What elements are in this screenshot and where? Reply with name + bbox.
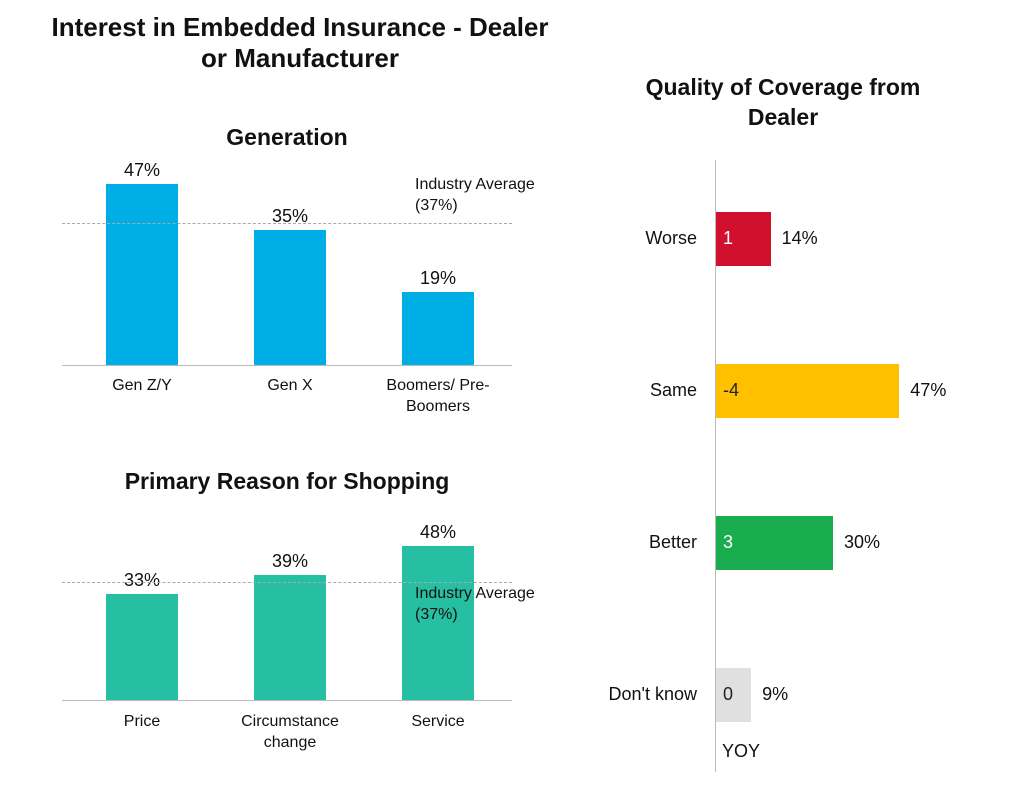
chart-title: Generation	[226, 124, 348, 150]
yoy-label: 1	[723, 228, 734, 248]
yoy-label: 0	[723, 684, 734, 704]
bar	[716, 364, 900, 418]
category-label: Circumstance change	[241, 713, 339, 751]
baseline	[62, 700, 512, 701]
bar	[716, 668, 752, 722]
value-label: 35%	[271, 206, 309, 227]
category-label: Gen Z/Y	[112, 377, 172, 394]
bar	[106, 184, 178, 365]
yoy-label: 3	[723, 532, 734, 552]
value-label: 14%	[781, 228, 818, 248]
bar	[402, 546, 474, 700]
value-label: 47%	[910, 380, 947, 400]
baseline	[62, 365, 512, 366]
bar	[716, 212, 771, 266]
value-label: 39%	[271, 551, 309, 572]
category-label: Boomers/ Pre-Boomers	[386, 377, 490, 415]
yoy-label: -4	[723, 380, 740, 400]
bar	[254, 575, 326, 700]
category-label: Price	[123, 713, 161, 730]
category-label: Worse	[645, 228, 697, 248]
reference-label: Industry Average (37%)	[415, 176, 535, 214]
category-label: Don't know	[608, 684, 697, 704]
chart-title: Primary Reason for Shopping	[124, 468, 450, 494]
yoy-title: YOY	[722, 741, 761, 761]
bar	[716, 516, 833, 570]
value-label: 48%	[419, 522, 457, 543]
bar	[402, 291, 474, 365]
reference-line	[62, 222, 512, 224]
bar	[254, 230, 326, 365]
category-label: Service	[411, 713, 465, 730]
axis-line	[715, 160, 716, 772]
reference-line	[62, 581, 512, 583]
value-label: 9%	[762, 684, 789, 704]
reference-label: Industry Average (37%)	[415, 585, 535, 623]
value-label: 47%	[123, 160, 161, 181]
category-label: Same	[649, 380, 697, 400]
value-label: 19%	[419, 267, 457, 288]
value-label: 30%	[844, 532, 881, 552]
chart-title: Quality of Coverage from Dealer	[645, 74, 921, 130]
category-label: Gen X	[267, 377, 313, 394]
value-label: 33%	[123, 570, 161, 591]
page-title: Interest in Embedded Insurance - Dealer …	[51, 12, 549, 73]
bar	[106, 594, 178, 700]
category-label: Better	[648, 532, 697, 552]
